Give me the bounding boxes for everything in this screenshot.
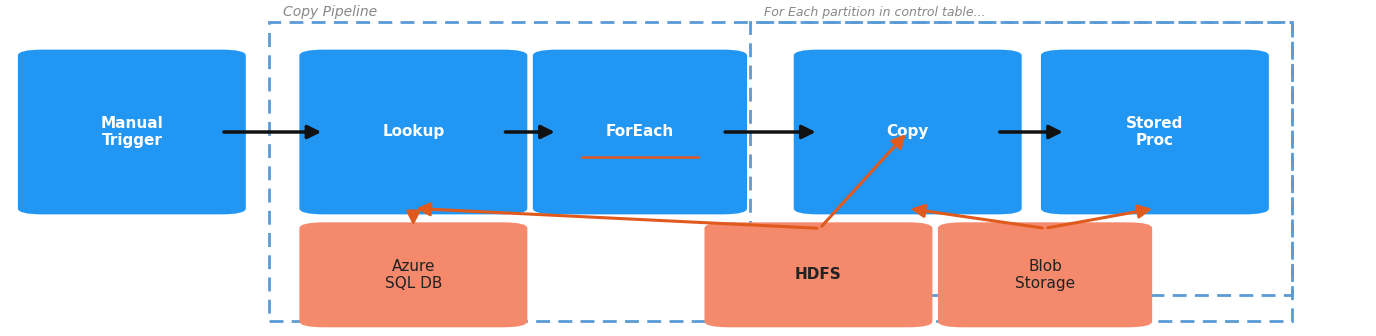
FancyBboxPatch shape (794, 50, 1022, 214)
Text: Lookup: Lookup (383, 125, 444, 139)
Text: Stored
Proc: Stored Proc (1126, 116, 1183, 148)
Text: Manual
Trigger: Manual Trigger (100, 116, 164, 148)
Text: HDFS: HDFS (795, 267, 842, 282)
FancyBboxPatch shape (938, 222, 1152, 327)
FancyBboxPatch shape (533, 50, 747, 214)
Text: Blob
Storage: Blob Storage (1015, 259, 1075, 291)
FancyBboxPatch shape (705, 222, 933, 327)
FancyBboxPatch shape (300, 222, 527, 327)
Text: For Each partition in control table...: For Each partition in control table... (764, 6, 985, 19)
FancyBboxPatch shape (1040, 50, 1269, 214)
FancyBboxPatch shape (300, 50, 527, 214)
Text: ForEach: ForEach (605, 125, 674, 139)
Text: Azure
SQL DB: Azure SQL DB (385, 259, 442, 291)
Text: Copy: Copy (886, 125, 929, 139)
Text: Copy Pipeline: Copy Pipeline (283, 5, 377, 19)
FancyBboxPatch shape (18, 50, 246, 214)
